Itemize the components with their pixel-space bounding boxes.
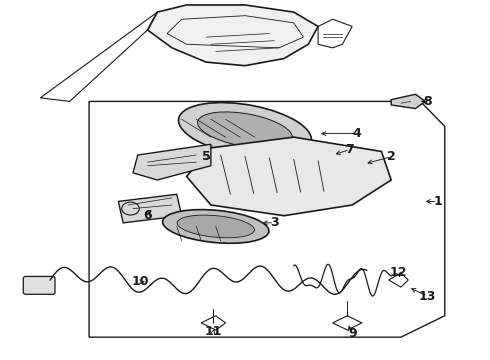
Text: 2: 2 <box>387 150 395 163</box>
Text: 3: 3 <box>270 216 278 229</box>
Text: 12: 12 <box>390 266 407 279</box>
Text: 8: 8 <box>423 95 432 108</box>
FancyBboxPatch shape <box>24 276 55 294</box>
Ellipse shape <box>197 112 293 148</box>
Text: 1: 1 <box>433 195 442 208</box>
Ellipse shape <box>178 103 312 157</box>
Polygon shape <box>133 144 211 180</box>
Text: 13: 13 <box>419 289 437 303</box>
Ellipse shape <box>177 215 254 238</box>
Text: 9: 9 <box>348 327 357 340</box>
Text: 10: 10 <box>131 275 149 288</box>
Polygon shape <box>118 194 182 223</box>
Text: 5: 5 <box>202 150 210 163</box>
Text: 6: 6 <box>143 209 152 222</box>
Text: 7: 7 <box>345 143 354 156</box>
Polygon shape <box>147 5 318 66</box>
Text: 4: 4 <box>353 127 362 140</box>
Polygon shape <box>391 94 425 109</box>
Ellipse shape <box>163 210 269 243</box>
Text: 11: 11 <box>205 325 222 338</box>
Polygon shape <box>187 137 391 216</box>
